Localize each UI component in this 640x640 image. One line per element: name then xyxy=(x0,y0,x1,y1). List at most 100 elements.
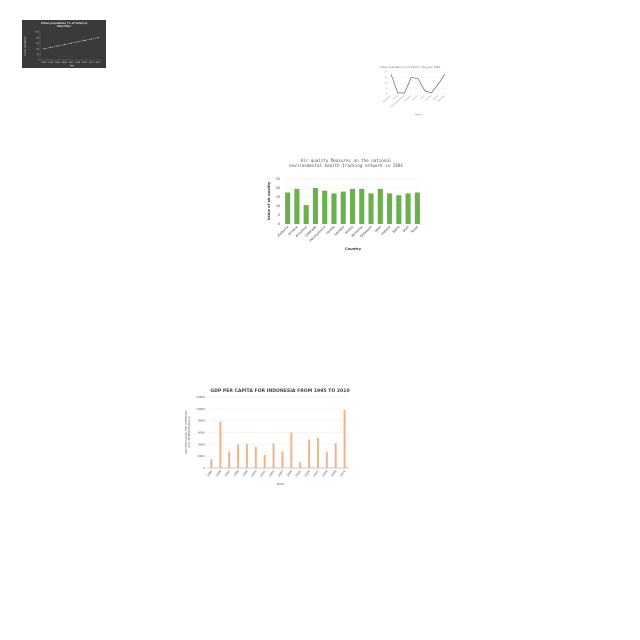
chart-gdp-indonesia: GDP PER CAPITA FOR INDONESIA FROM 1995 T… xyxy=(183,385,353,487)
chart-1-point xyxy=(77,41,79,43)
chart-3-bar xyxy=(359,188,365,224)
chart-1-xtick-label: 2011 xyxy=(96,62,102,64)
chart-3-ytick-label: 5 xyxy=(278,213,280,217)
chart-4-bar xyxy=(272,443,275,468)
chart-1-ylabel: Urban population xyxy=(24,36,27,56)
chart-4-xlabel: YEAR xyxy=(276,482,284,486)
chart-1-point xyxy=(70,42,72,44)
chart-1-ytick-label: 100 xyxy=(35,32,40,34)
chart-1-ytick-label: 80 xyxy=(36,37,39,39)
chart-1-xtick-label: 2010 xyxy=(89,62,95,64)
chart-2-xtick-label: Austria xyxy=(432,94,439,100)
chart-1-xtick-label: 2008 xyxy=(75,62,81,64)
chart-1-xtick-label: 2003 xyxy=(42,62,48,64)
chart-2-title: Urban population (% of total) in the yea… xyxy=(380,65,441,69)
chart-4-xtick-label: 1998 xyxy=(232,469,240,477)
chart-4-xtick-label: 1996 xyxy=(215,469,223,477)
chart-2-ytick-label: 10 xyxy=(384,83,387,85)
chart-3-title-line-2: environmental health tracking network in… xyxy=(289,163,403,168)
chart-4-xtick-label: 2006 xyxy=(303,469,311,477)
chart-2-series-line xyxy=(390,74,446,94)
chart-1-point xyxy=(90,38,92,40)
chart-2-ytick-label: 5 xyxy=(386,88,388,90)
chart-1-title-line-2: Mauritius xyxy=(57,24,71,28)
chart-4-xtick-label: 2010 xyxy=(339,469,347,477)
chart-4-bar xyxy=(254,446,257,468)
chart-2-xtick-label: Australia xyxy=(424,94,432,101)
chart-3-xtick-label: Georgia xyxy=(333,225,345,237)
chart-1-ytick-label: 40 xyxy=(36,49,39,51)
chart-3-ytick-label: 0 xyxy=(278,222,280,226)
chart-3-bar xyxy=(294,188,300,224)
chart-4-bar xyxy=(316,437,319,468)
chart-2-xtick-label: Aruba xyxy=(420,94,426,100)
chart-3-bar xyxy=(303,205,309,224)
chart-3-bar xyxy=(368,193,374,224)
chart-1-point xyxy=(63,44,65,46)
chart-1-xtick-label: 2004 xyxy=(48,62,54,64)
chart-3-bar xyxy=(331,193,337,224)
chart-3-bar xyxy=(405,193,411,224)
chart-2-xtick-label: Armenia xyxy=(411,94,418,101)
chart-1-svg: Urban population (% of total) inMauritiu… xyxy=(24,21,102,68)
chart-2-xtick-label: Azerbaijan xyxy=(437,94,446,102)
chart-4-ytick-label: 0 xyxy=(203,466,205,470)
chart-4-xtick-label: 2008 xyxy=(321,469,329,477)
chart-4-ytick-label: 2000 xyxy=(198,454,205,458)
chart-3-bar xyxy=(377,188,383,224)
chart-4-bar xyxy=(308,439,311,468)
chart-1-title-line-1: Urban population (% of total) in xyxy=(41,21,88,25)
chart-air-quality-1984: Air quality Measures on the national envi… xyxy=(264,155,424,255)
chart-3-ytick-label: 20 xyxy=(276,186,280,190)
chart-4-xtick-label: 1997 xyxy=(224,469,232,477)
chart-1-xtick-label: 2007 xyxy=(69,62,75,64)
chart-4-bar xyxy=(263,454,266,468)
chart-4-xtick-label: 1995 xyxy=(206,469,214,477)
chart-2-svg: Urban population (% of total) in the yea… xyxy=(380,65,448,116)
chart-2-ytick-label: 15 xyxy=(384,77,387,79)
chart-4-bar xyxy=(334,443,337,468)
chart-3-xtick-label: Florida xyxy=(325,225,336,236)
chart-1-point xyxy=(97,37,99,39)
chart-4-xtick-label: 2004 xyxy=(286,469,294,477)
chart-4-xtick-label: 2009 xyxy=(330,469,338,477)
chart-3-xtick-label: Iowa xyxy=(374,225,382,233)
chart-3-xtick-label: Indiana xyxy=(380,225,391,236)
chart-3-ylabel: Value of air quality xyxy=(267,181,271,220)
chart-2-ytick-label: 20 xyxy=(384,72,387,74)
chart-4-bar xyxy=(210,459,213,468)
chart-4-xtick-label: 2007 xyxy=(312,469,320,477)
chart-4-ytick-label: 8000 xyxy=(198,419,205,423)
chart-4-xtick-label: 2002 xyxy=(268,469,276,477)
chart-3-bar xyxy=(387,193,393,224)
chart-1-ytick-label: 0 xyxy=(38,60,40,62)
chart-1-xlabel: Year xyxy=(70,65,75,68)
chart-4-ytick-label: 10000 xyxy=(196,407,205,411)
chart-4-xtick-label: 2005 xyxy=(295,469,303,477)
chart-urban-population-1984: Urban population (% of total) in the yea… xyxy=(364,64,452,118)
chart-1-point xyxy=(50,46,52,48)
chart-4-bar xyxy=(299,462,302,468)
chart-3-ytick-label: 25 xyxy=(276,177,280,181)
chart-3-xtick-label: Idaho xyxy=(391,225,400,234)
chart-3-bar xyxy=(340,191,346,224)
chart-4-bar xyxy=(237,444,240,468)
chart-4-ylabel-line-2: 2017 INTERNATIONAL $) xyxy=(187,416,191,448)
chart-1-xtick-label: 2006 xyxy=(62,62,68,64)
chart-2-xtick-label: Argentina xyxy=(404,94,412,102)
chart-urban-population-mauritius: Urban population (% of total) in Mauritiu… xyxy=(22,20,106,68)
chart-2-xtick-label: Angola xyxy=(392,94,398,100)
chart-4-ytick-label: 4000 xyxy=(198,442,205,446)
chart-3-xtick-label: Illinois xyxy=(344,225,354,235)
chart-4-ylabel-line-1: GDP PER CAPITA, PPP (CONSTANT xyxy=(184,410,188,454)
chart-4-bar xyxy=(343,410,346,468)
chart-3-xlabel: Country xyxy=(345,247,362,251)
chart-4-title: GDP PER CAPITA FOR INDONESIA FROM 1995 T… xyxy=(210,388,349,394)
chart-3-bar xyxy=(312,188,318,224)
chart-4-bar xyxy=(219,421,222,468)
chart-1-point xyxy=(43,48,45,50)
chart-1-point xyxy=(56,45,59,47)
chart-3-svg: Air quality Measures on the nationalenvi… xyxy=(267,158,422,251)
chart-4-xtick-label: 2003 xyxy=(277,469,285,477)
chart-1-ytick-label: 20 xyxy=(36,54,39,56)
